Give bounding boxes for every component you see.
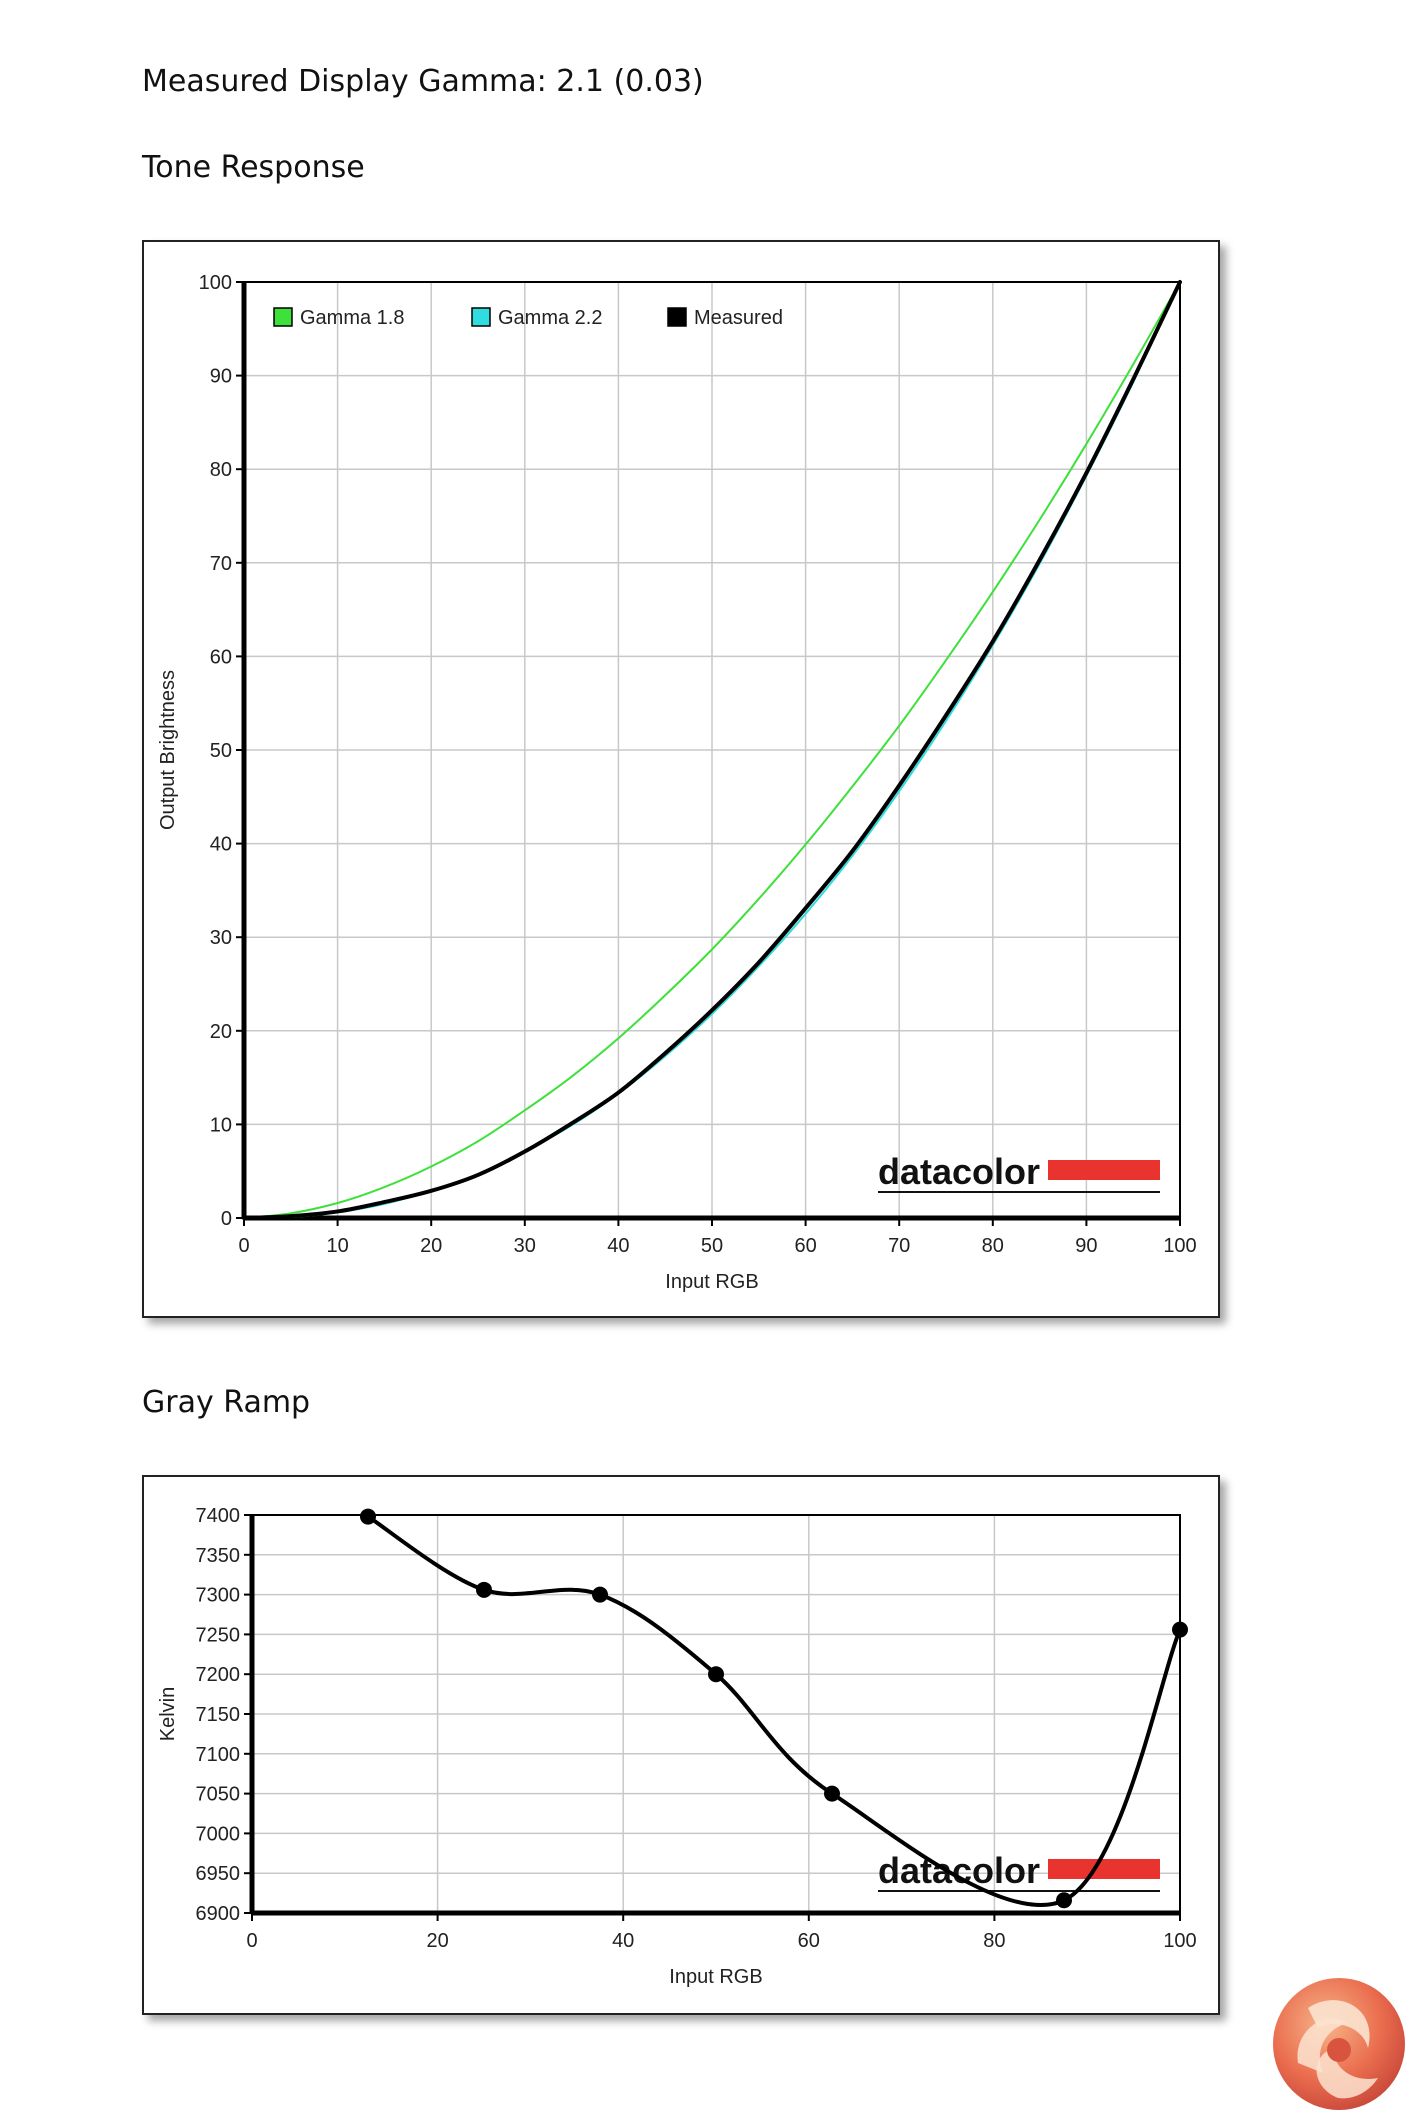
data-point	[476, 1581, 492, 1598]
legend-label: Measured	[694, 307, 783, 329]
y-tick-label: 50	[210, 740, 232, 762]
y-tick-label: 0	[221, 1208, 232, 1230]
y-tick-label: 7250	[196, 1624, 241, 1646]
tone-response-title: Tone Response	[142, 150, 365, 185]
y-tick-label: 20	[210, 1021, 232, 1043]
y-axis-label: Output Brightness	[157, 670, 179, 830]
x-tick-label: 20	[426, 1930, 448, 1952]
x-tick-label: 30	[514, 1235, 536, 1257]
series-line-measured	[242, 280, 1182, 1220]
datacolor-watermark: datacolor	[878, 1151, 1040, 1192]
y-tick-label: 7050	[196, 1784, 241, 1806]
y-tick-label: 6900	[196, 1903, 241, 1925]
x-tick-label: 40	[612, 1930, 634, 1952]
y-tick-label: 7350	[196, 1545, 241, 1567]
data-point	[1056, 1892, 1072, 1909]
y-tick-label: 100	[199, 272, 232, 294]
y-tick-label: 7400	[196, 1505, 241, 1527]
data-point	[708, 1666, 724, 1683]
y-tick-label: 7100	[196, 1744, 241, 1766]
site-logo-icon	[1268, 1968, 1410, 2116]
legend-swatch	[471, 307, 491, 327]
x-tick-label: 100	[1163, 1235, 1196, 1257]
y-tick-label: 7200	[196, 1664, 241, 1686]
x-tick-label: 10	[326, 1235, 348, 1257]
x-tick-label: 60	[794, 1235, 816, 1257]
gray-ramp-svg: 0 20 40 60 80 100 6900 6950 7000 7050 7100 7150 7200…	[157, 1505, 1197, 1988]
y-tick-label: 7300	[196, 1585, 241, 1607]
x-tick-label: 70	[888, 1235, 910, 1257]
datacolor-watermark-bar	[1048, 1160, 1160, 1180]
legend-swatch	[273, 307, 293, 327]
x-tick-label: 80	[982, 1235, 1004, 1257]
x-tick-label: 100	[1163, 1930, 1196, 1952]
gray-ramp-chart: 0 20 40 60 80 100 6900 6950 7000 7050 7100 7150 7200…	[142, 1475, 1220, 2015]
y-tick-label: 10	[210, 1114, 232, 1136]
x-tick-label: 60	[798, 1930, 820, 1952]
x-tick-label: 40	[607, 1235, 629, 1257]
tone-response-svg: 0 10 20 30 40 50 60 70 80 90 100 0 10 20 30 40 50 60 70 80 9…	[157, 272, 1197, 1293]
y-tick-label: 60	[210, 646, 232, 668]
x-axis-label: Input RGB	[665, 1271, 758, 1293]
legend-swatch	[667, 307, 687, 327]
series-line-gamma-1-8	[243, 281, 1181, 1219]
x-tick-label: 0	[238, 1235, 249, 1257]
x-axis-label: Input RGB	[669, 1966, 762, 1988]
y-tick-label: 90	[210, 366, 232, 388]
data-point	[592, 1586, 608, 1603]
legend-label: Gamma 2.2	[498, 307, 602, 329]
y-tick-label: 6950	[196, 1863, 241, 1885]
y-tick-label: 40	[210, 834, 232, 856]
x-tick-label: 90	[1075, 1235, 1097, 1257]
y-tick-label: 70	[210, 553, 232, 575]
datacolor-watermark-bar	[1048, 1859, 1160, 1879]
y-tick-label: 80	[210, 459, 232, 481]
data-point	[1172, 1621, 1188, 1638]
legend-label: Gamma 1.8	[300, 307, 404, 329]
y-tick-label: 7000	[196, 1823, 241, 1845]
data-point	[360, 1508, 376, 1525]
series-line-kelvin	[366, 1514, 1182, 1908]
datacolor-watermark: datacolor	[878, 1850, 1040, 1891]
y-axis-label: Kelvin	[157, 1687, 179, 1741]
gamma-title: Measured Display Gamma: 2.1 (0.03)	[142, 64, 704, 99]
x-tick-label: 20	[420, 1235, 442, 1257]
y-tick-label: 30	[210, 927, 232, 949]
y-tick-label: 7150	[196, 1704, 241, 1726]
x-tick-label: 80	[983, 1930, 1005, 1952]
data-point	[824, 1785, 840, 1802]
gray-ramp-title: Gray Ramp	[142, 1385, 311, 1420]
x-tick-label: 0	[246, 1930, 257, 1952]
x-tick-label: 50	[701, 1235, 723, 1257]
tone-response-chart: 0 10 20 30 40 50 60 70 80 90 100 0 10 20 30 40 50 60 70 80 9…	[142, 240, 1220, 1318]
